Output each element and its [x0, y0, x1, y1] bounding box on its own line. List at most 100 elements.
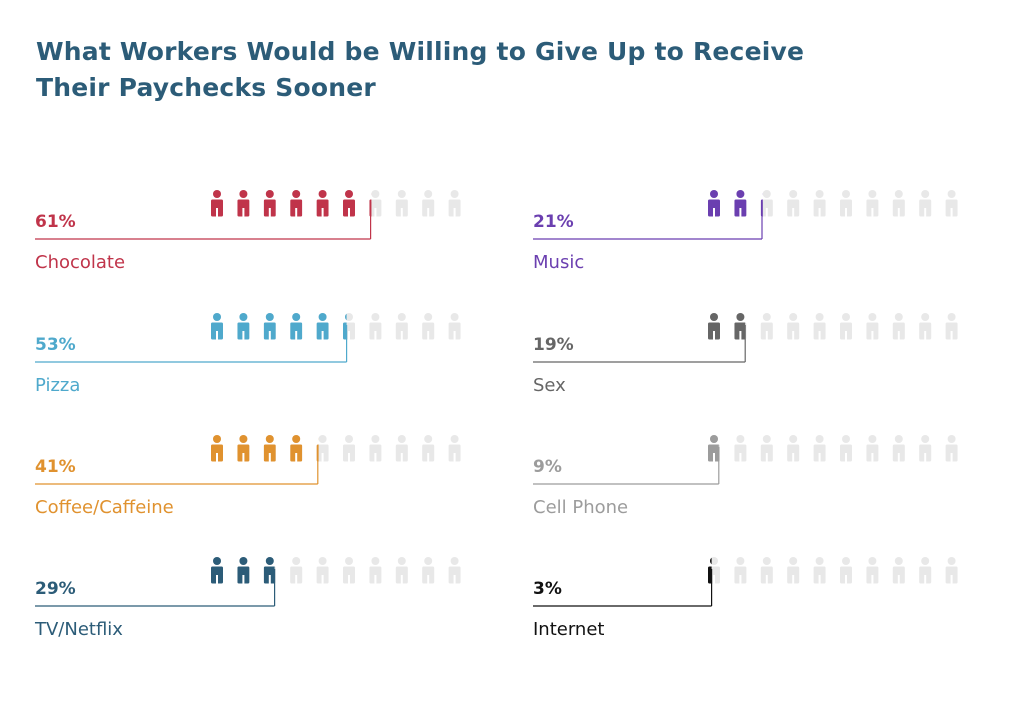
pictograph-row-cell-phone: 9% Cell Phone	[533, 435, 958, 518]
person-icon-empty	[422, 435, 435, 462]
person-icon-empty	[787, 557, 800, 584]
person-icon-empty	[395, 435, 408, 462]
person-icon-empty	[866, 313, 879, 340]
category-label: Internet	[533, 619, 604, 640]
value-label: 29%	[35, 579, 76, 599]
person-icon-empty	[760, 190, 773, 217]
person-icon-filled	[237, 435, 250, 462]
person-icon-empty	[892, 435, 905, 462]
pictograph-row-music: 21% Music	[533, 190, 958, 273]
value-label: 3%	[533, 579, 562, 599]
person-icon-empty	[840, 435, 852, 462]
person-icon-empty	[760, 557, 773, 584]
person-icon-filled	[708, 435, 719, 462]
person-icon-filled	[211, 435, 223, 462]
person-icon-empty	[448, 190, 461, 217]
value-label: 61%	[35, 212, 76, 232]
pictograph-row-tv-netflix: 29% TV/Netflix	[34, 557, 461, 640]
person-icon-empty	[290, 557, 303, 584]
person-icon-empty	[343, 435, 355, 462]
category-label: Coffee/Caffeine	[35, 497, 174, 518]
category-label: TV/Netflix	[34, 619, 123, 640]
person-icon-empty	[369, 435, 382, 462]
person-icon-filled	[290, 435, 303, 462]
person-icon-empty	[945, 435, 958, 462]
person-icon-empty	[919, 313, 932, 340]
person-icon-empty	[760, 435, 773, 462]
value-label: 53%	[35, 335, 76, 355]
person-icon-empty	[840, 557, 852, 584]
person-icon-empty	[866, 435, 879, 462]
person-icon-empty	[787, 313, 800, 340]
person-icon-filled	[290, 190, 303, 217]
person-icon-empty	[734, 557, 747, 584]
person-icon-filled	[343, 313, 347, 340]
person-icon-empty	[945, 190, 958, 217]
person-icon-empty	[945, 313, 958, 340]
person-icon-filled	[708, 190, 720, 217]
person-icon-empty	[919, 190, 932, 217]
category-label: Chocolate	[35, 252, 125, 273]
value-label: 41%	[35, 457, 76, 477]
person-icon-filled	[263, 190, 276, 217]
value-label: 19%	[533, 335, 574, 355]
person-icon-filled	[211, 190, 223, 217]
person-icon-empty	[343, 557, 355, 584]
person-icon-empty	[892, 557, 905, 584]
person-icon-filled	[211, 557, 223, 584]
pictograph-row-coffee-caffeine: 41% Coffee/Caffeine	[35, 435, 461, 518]
person-icon-empty	[787, 435, 800, 462]
person-icon-filled	[708, 557, 712, 584]
person-icon-empty	[448, 557, 461, 584]
person-icon-empty	[945, 557, 958, 584]
person-icon-empty	[448, 435, 461, 462]
person-icon-filled	[708, 313, 720, 340]
person-icon-empty	[422, 313, 435, 340]
person-icon-filled	[237, 557, 250, 584]
person-icon-filled	[237, 313, 250, 340]
person-icon-empty	[316, 435, 329, 462]
person-icon-filled	[316, 313, 329, 340]
chart-title: What Workers Would be Willing to Give Up…	[36, 34, 804, 106]
person-icon-empty	[422, 557, 435, 584]
person-icon-filled	[263, 435, 276, 462]
person-icon-empty	[369, 557, 382, 584]
pictograph-row-sex: 19% Sex	[533, 313, 958, 396]
category-label: Cell Phone	[533, 497, 628, 518]
person-icon-empty	[395, 557, 408, 584]
person-icon-empty	[395, 313, 408, 340]
person-icon-filled	[263, 313, 276, 340]
person-icon-filled	[237, 190, 250, 217]
pictograph-row-chocolate: 61% Chocolate	[35, 190, 461, 273]
person-icon-empty	[760, 313, 773, 340]
category-label: Sex	[533, 375, 566, 396]
person-icon-empty	[813, 190, 826, 217]
value-label: 9%	[533, 457, 562, 477]
person-icon-empty	[892, 313, 905, 340]
person-icon-empty	[813, 313, 826, 340]
person-icon-filled	[316, 190, 329, 217]
person-icon-empty	[369, 190, 382, 217]
person-icon-filled	[211, 313, 223, 340]
value-label: 21%	[533, 212, 574, 232]
person-icon-empty	[866, 557, 879, 584]
person-icon-filled	[343, 190, 355, 217]
person-icon-empty	[787, 190, 800, 217]
pictograph-row-pizza: 53% Pizza	[35, 313, 461, 396]
person-icon-empty	[369, 313, 382, 340]
category-label: Music	[533, 252, 584, 273]
person-icon-empty	[840, 190, 852, 217]
person-icon-empty	[422, 190, 435, 217]
chart-title-line-2: Their Paychecks Sooner	[36, 73, 376, 102]
person-icon-empty	[840, 313, 852, 340]
chart-title-line-1: What Workers Would be Willing to Give Up…	[36, 37, 805, 66]
person-icon-empty	[919, 435, 932, 462]
pictograph-row-internet: 3% Internet	[533, 557, 958, 640]
person-icon-filled	[290, 313, 303, 340]
category-label: Pizza	[35, 375, 80, 396]
person-icon-filled	[734, 313, 746, 340]
person-icon-filled	[734, 190, 747, 217]
person-icon-empty	[448, 313, 461, 340]
person-icon-empty	[892, 190, 905, 217]
person-icon-empty	[866, 190, 879, 217]
